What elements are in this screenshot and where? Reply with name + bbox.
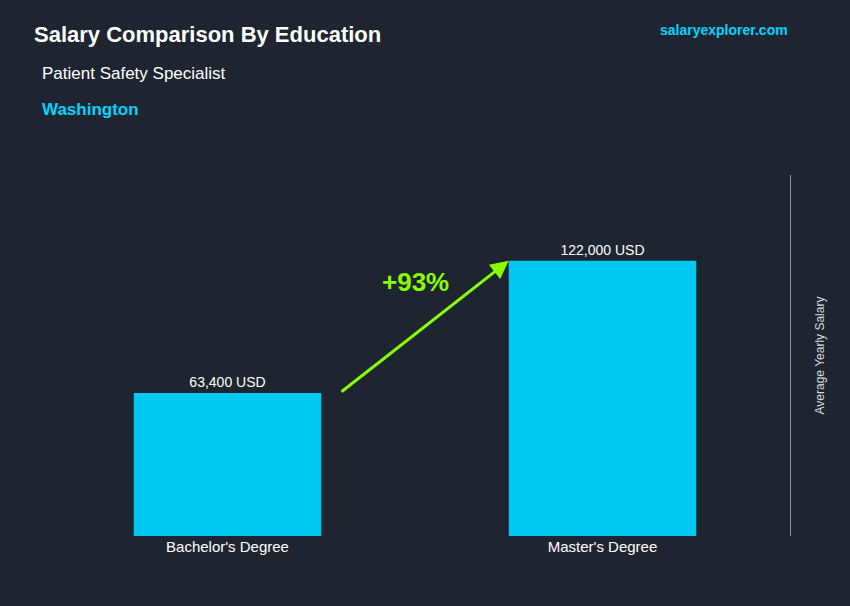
svg-text:+93%: +93% <box>382 267 449 297</box>
svg-text:122,000 USD: 122,000 USD <box>560 242 644 258</box>
svg-text:Bachelor's Degree: Bachelor's Degree <box>166 538 289 555</box>
svg-text:Average Yearly Salary: Average Yearly Salary <box>813 297 827 415</box>
svg-text:Washington: Washington <box>42 100 139 119</box>
svg-text:Salary Comparison By Education: Salary Comparison By Education <box>34 22 381 47</box>
svg-text:Master's Degree: Master's Degree <box>548 538 658 555</box>
svg-text:salaryexplorer.com: salaryexplorer.com <box>660 22 788 38</box>
svg-text:63,400 USD: 63,400 USD <box>189 374 265 390</box>
svg-text:Patient Safety Specialist: Patient Safety Specialist <box>42 64 226 83</box>
